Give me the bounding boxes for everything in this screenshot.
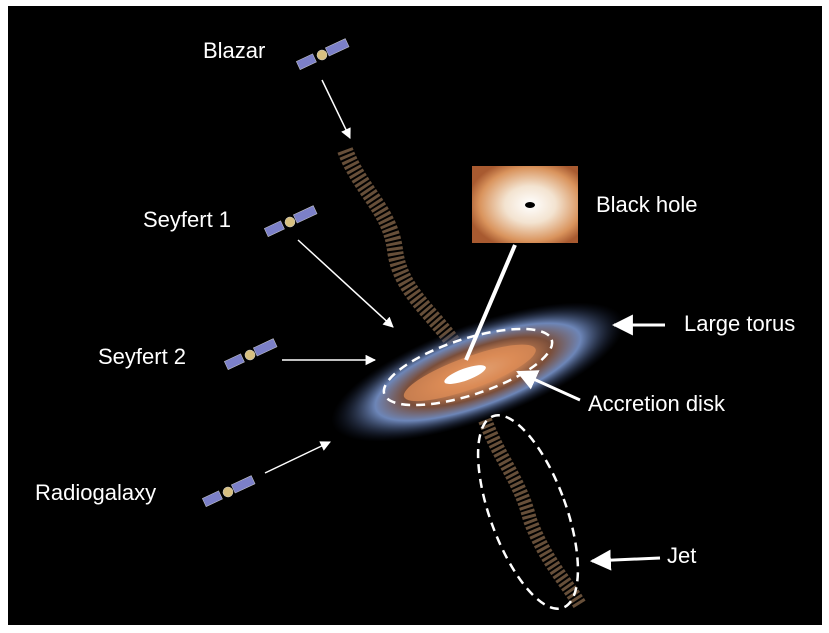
background	[8, 6, 822, 625]
label: Radiogalaxy	[35, 480, 156, 505]
label: Seyfert 2	[98, 344, 186, 369]
lower-jet	[478, 417, 587, 609]
label: Accretion disk	[588, 391, 726, 416]
black-hole-inset	[472, 166, 578, 243]
black-hole-dot	[525, 202, 535, 208]
jet-outline	[476, 414, 580, 610]
label: Black hole	[596, 192, 698, 217]
bold-arrows	[516, 314, 665, 571]
satellite	[201, 38, 350, 507]
label: Seyfert 1	[143, 207, 231, 232]
upper-jet	[337, 146, 462, 350]
disk-outline	[382, 327, 554, 407]
galaxy	[331, 302, 625, 442]
black-hole-pointer	[464, 244, 517, 361]
arrows	[264, 79, 394, 474]
label: Jet	[667, 543, 696, 568]
label: Large torus	[684, 311, 795, 336]
label: Blazar	[203, 38, 265, 63]
